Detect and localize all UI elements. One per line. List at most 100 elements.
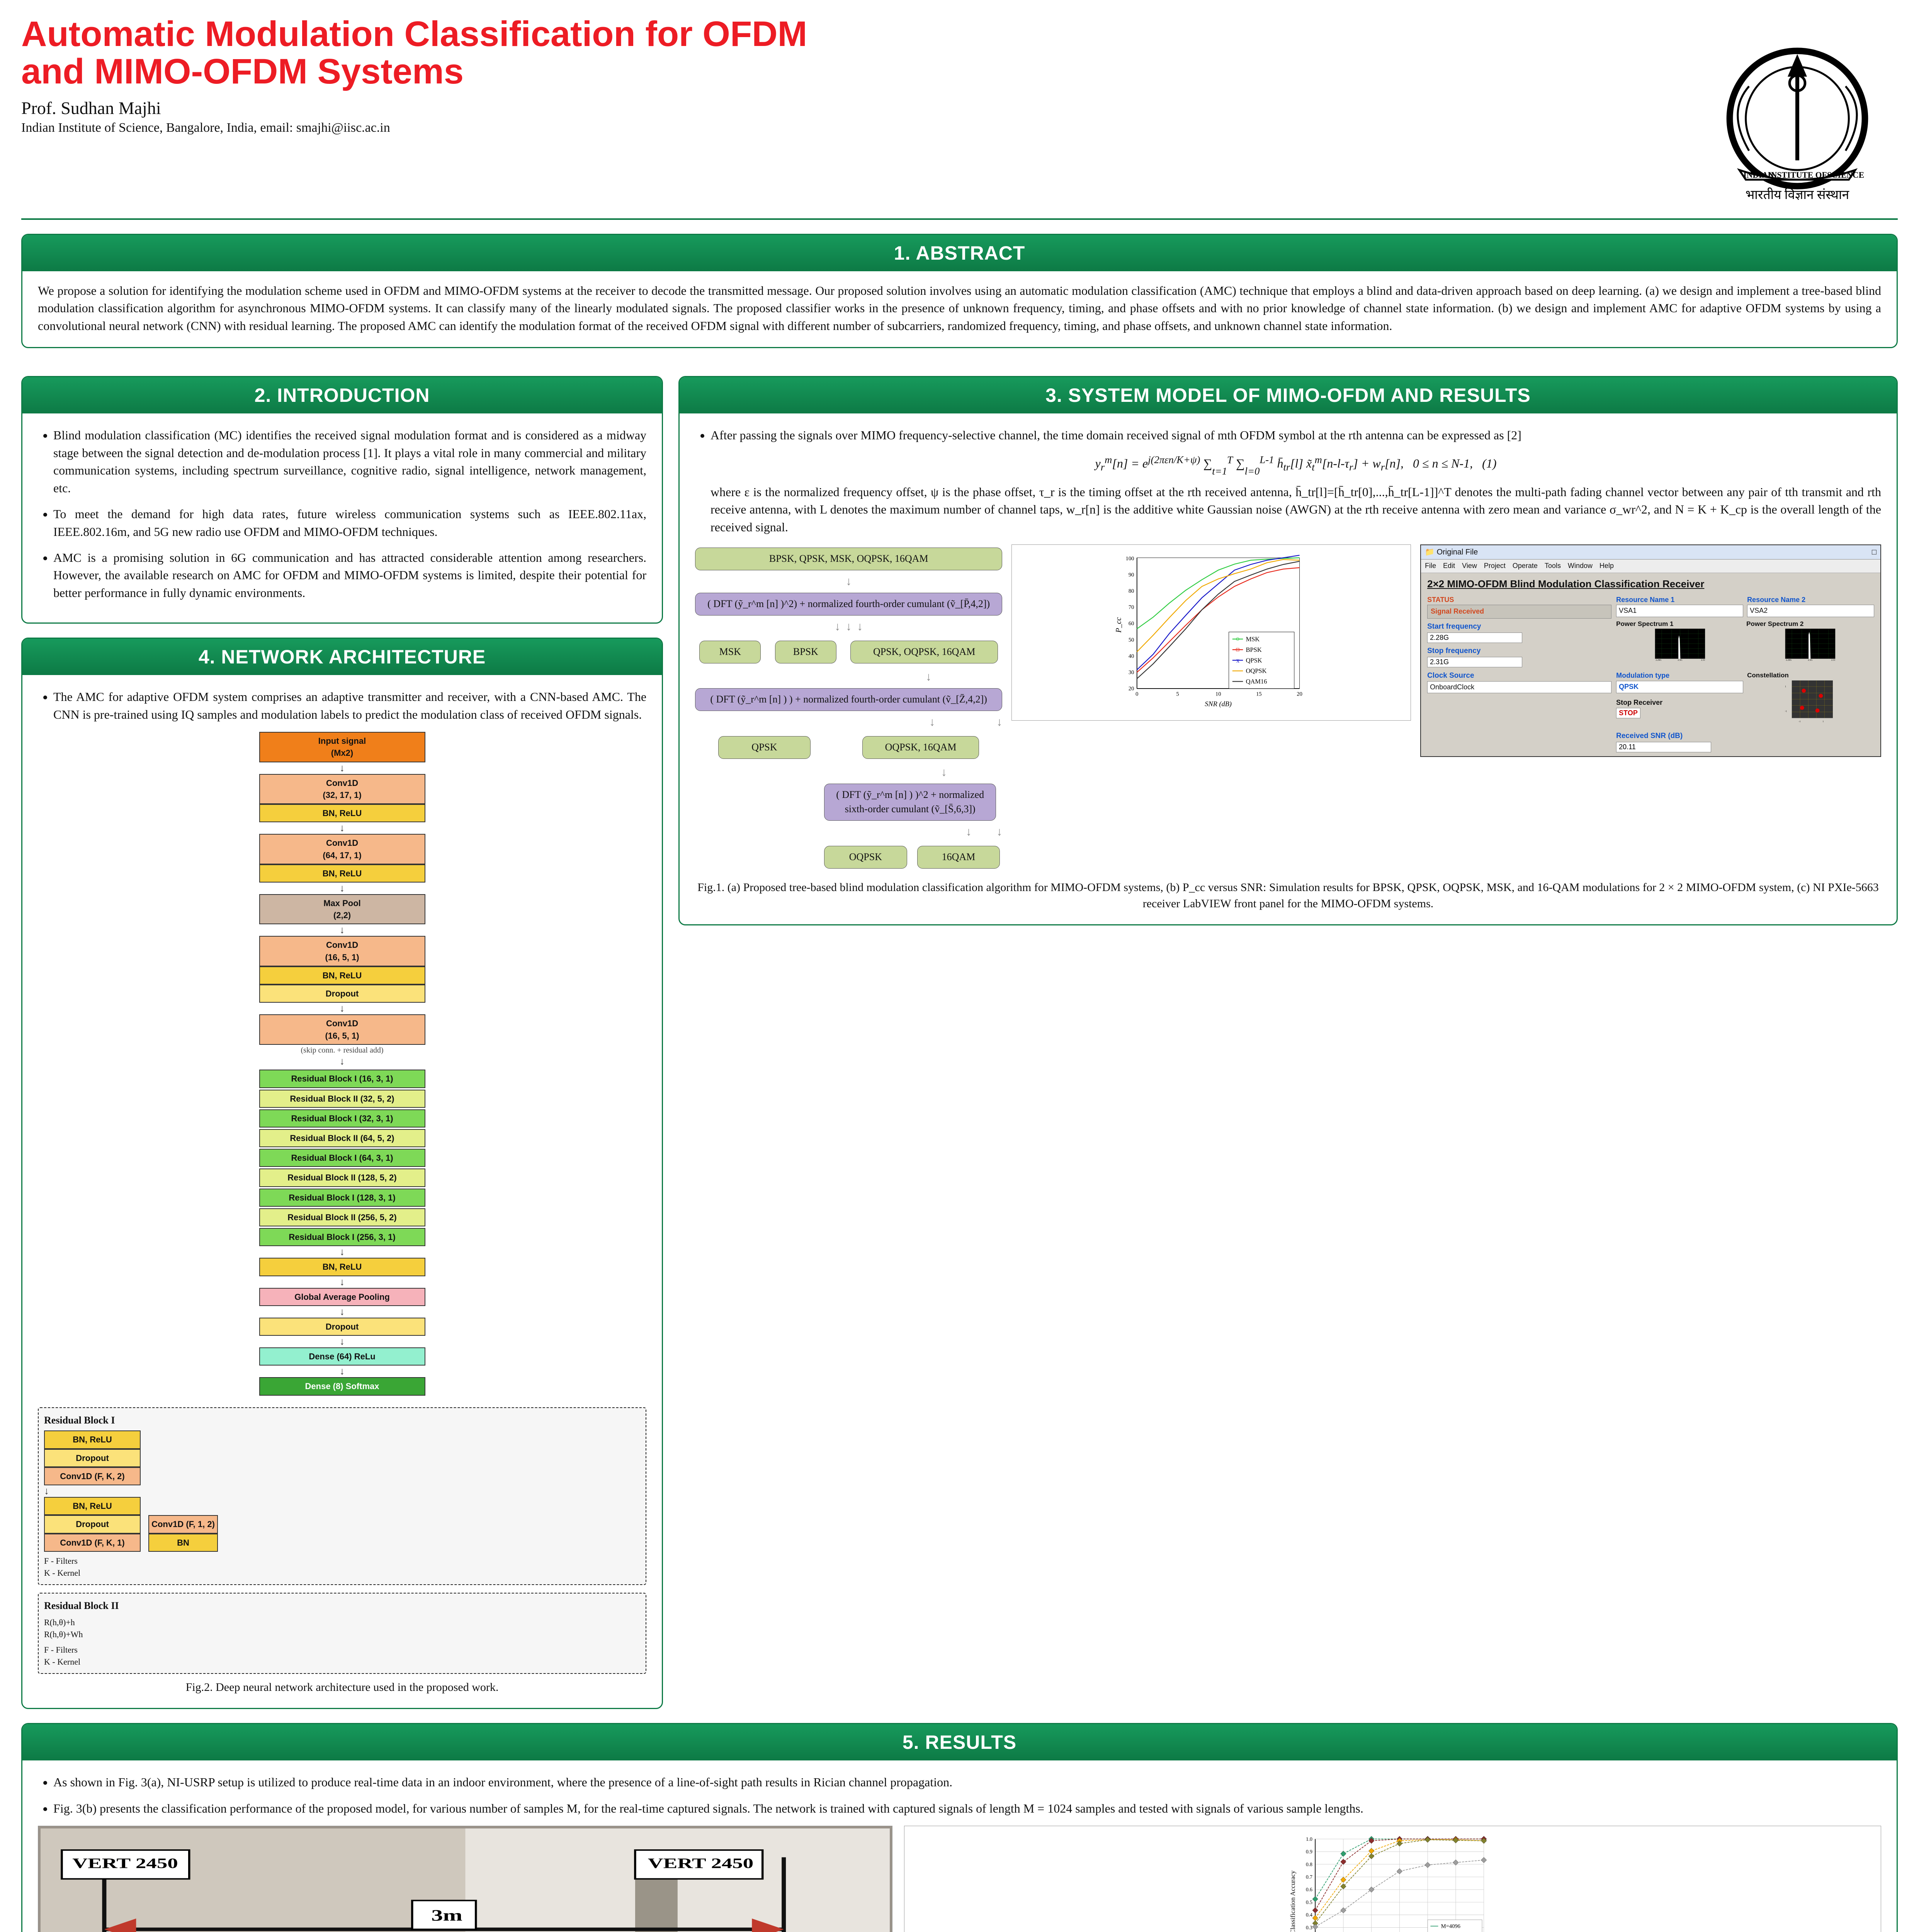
svg-text:P_cc: P_cc	[1115, 617, 1123, 633]
labview-panel-title: 2×2 MIMO-OFDM Blind Modulation Classific…	[1427, 577, 1874, 591]
introduction-bullet-2: AMC is a promising solution in 6G commun…	[53, 549, 646, 602]
svg-text:OQPSK: OQPSK	[1246, 667, 1267, 675]
svg-text:x: x	[1236, 656, 1240, 664]
abstract-section: 1. ABSTRACT We propose a solution for id…	[21, 234, 1898, 348]
introduction-body: Blind modulation classification (MC) ide…	[22, 413, 662, 622]
resource-name-1-dropdown[interactable]: VSA1	[1616, 605, 1743, 617]
svg-text:MSK: MSK	[1246, 635, 1260, 643]
power-spectrum-2-chart: 2.29G 2.3G 2.31	[1746, 629, 1874, 665]
affiliation: Indian Institute of Science, Bangalore, …	[21, 121, 807, 135]
status-badge: Signal Received	[1427, 605, 1611, 619]
nn-residual-sequence: Residual Block I (16, 3, 1) Residual Blo…	[259, 1070, 425, 1246]
svg-text:1: 1	[1822, 720, 1824, 723]
svg-text:2.31: 2.31	[1701, 659, 1705, 662]
residual-block-II-diagram: Residual Block II R(h,θ)+h R(h,θ)+Wh F -…	[38, 1593, 646, 1674]
results-list: As shown in Fig. 3(a), NI-USRP setup is …	[38, 1774, 1881, 1817]
svg-text:60: 60	[1129, 621, 1134, 627]
results-bullet-1: Fig. 3(b) presents the classification pe…	[53, 1800, 1881, 1817]
svg-text:SCIENCE: SCIENCE	[1827, 170, 1864, 180]
svg-text:0.6: 0.6	[1306, 1887, 1312, 1893]
stop-frequency-input[interactable]	[1427, 657, 1522, 667]
svg-text:0.8: 0.8	[1306, 1861, 1312, 1867]
svg-text:0: 0	[1135, 691, 1138, 697]
svg-text:3m: 3m	[431, 1907, 462, 1924]
svg-text:2.3G: 2.3G	[1808, 659, 1813, 662]
fig2-caption: Fig.2. Deep neural network architecture …	[38, 1679, 646, 1696]
svg-text:15: 15	[1256, 691, 1262, 697]
system-model-equation: yrm[n] = ej(2πεn/K+ψ) ∑t=1T ∑l=0L-1 h̄tr…	[710, 453, 1881, 475]
power-spectrum-1-chart: 2.29G 2.3G 2.31	[1616, 629, 1744, 665]
results-section: 5. RESULTS As shown in Fig. 3(a), NI-USR…	[21, 1723, 1898, 1932]
labview-panel-container: 📁 Original File □ File Edit View Project…	[1420, 544, 1881, 874]
svg-text:SNR (dB): SNR (dB)	[1205, 700, 1232, 708]
svg-text:2.31: 2.31	[1831, 659, 1836, 662]
svg-text:70: 70	[1129, 604, 1134, 611]
results-bullet-0: As shown in Fig. 3(a), NI-USRP setup is …	[53, 1774, 1881, 1791]
svg-text:INSTITUTE OF: INSTITUTE OF	[1768, 170, 1827, 180]
system-model-section: 3. SYSTEM MODEL OF MIMO-OFDM AND RESULTS…	[678, 376, 1898, 925]
classification-accuracy-chart: 1.00.90.8 0.70.60.5 0.40.30.2 0.10.0 -10…	[907, 1828, 1878, 1932]
pcc-vs-snr-chart: 20 30 40 50 60 70 80 90 100	[1014, 547, 1408, 713]
system-model-column: 3. SYSTEM MODEL OF MIMO-OFDM AND RESULTS…	[678, 362, 1898, 1709]
poster-root: Automatic Modulation Classification for …	[0, 0, 1919, 1932]
introduction-bullet-1: To meet the demand for high data rates, …	[53, 505, 646, 541]
iisc-logo-icon: INSTITUTE OF INDIAN SCIENCE भारतीय विज्ञ…	[1701, 15, 1894, 209]
svg-text:भारतीय विज्ञान संस्थान: भारतीय विज्ञान संस्थान	[1746, 187, 1849, 202]
received-snr-input[interactable]	[1616, 742, 1711, 752]
pcc-chart-container: 20 30 40 50 60 70 80 90 100	[1011, 544, 1411, 874]
introduction-column: 2. INTRODUCTION Blind modulation classif…	[21, 362, 663, 1709]
fig3-content-row: SPWiCom VERT 2450 VERT 2450 3m	[38, 1826, 1881, 1932]
network-architecture-section: 4. NETWORK ARCHITECTURE The AMC for adap…	[21, 638, 663, 1709]
modulation-type-display: QPSK	[1616, 681, 1743, 693]
title-line2: and MIMO-OFDM Systems	[21, 53, 807, 90]
network-architecture-body: The AMC for adaptive OFDM system compris…	[22, 675, 662, 1708]
svg-text:BPSK: BPSK	[1246, 646, 1262, 653]
svg-text:INDIAN: INDIAN	[1743, 170, 1774, 180]
svg-text:80: 80	[1129, 588, 1134, 594]
svg-text:VERT 2450: VERT 2450	[72, 1855, 178, 1871]
system-model-body: After passing the signals over MIMO freq…	[680, 413, 1897, 924]
svg-text:VERT 2450: VERT 2450	[648, 1855, 753, 1871]
system-model-bullet: After passing the signals over MIMO freq…	[710, 427, 1881, 536]
svg-text:20: 20	[1129, 686, 1134, 692]
svg-text:100: 100	[1126, 556, 1134, 562]
abstract-body: We propose a solution for identifying th…	[22, 271, 1897, 347]
svg-text:-1: -1	[1799, 720, 1801, 723]
network-architecture-title: 4. NETWORK ARCHITECTURE	[22, 639, 662, 675]
svg-text:0.7: 0.7	[1306, 1874, 1312, 1880]
svg-text:2.29G: 2.29G	[1656, 659, 1662, 662]
svg-text:50: 50	[1129, 637, 1134, 643]
title-block: Automatic Modulation Classification for …	[21, 15, 807, 135]
fig1-caption: Fig.1. (a) Proposed tree-based blind mod…	[695, 879, 1881, 912]
clock-source-dropdown[interactable]: OnboardClock	[1427, 681, 1611, 694]
abstract-title: 1. ABSTRACT	[22, 235, 1897, 271]
nn-architecture-diagram: Input signal (Mx2) ↓ Conv1D (32, 17, 1) …	[38, 732, 646, 1395]
svg-text:5: 5	[1176, 691, 1179, 697]
svg-text:Classification Accuracy: Classification Accuracy	[1289, 1870, 1297, 1932]
system-model-title: 3. SYSTEM MODEL OF MIMO-OFDM AND RESULTS	[680, 377, 1897, 413]
resource-name-2-dropdown[interactable]: VSA2	[1747, 605, 1874, 617]
svg-text:40: 40	[1129, 653, 1134, 659]
stop-receiver-button[interactable]: STOP	[1616, 708, 1640, 718]
svg-text:0.4: 0.4	[1306, 1912, 1312, 1918]
start-frequency-input[interactable]	[1427, 633, 1522, 643]
svg-text:2.3G: 2.3G	[1678, 659, 1683, 662]
nn-input-box: Input signal (Mx2)	[259, 732, 425, 762]
svg-text:QPSK: QPSK	[1246, 656, 1262, 664]
svg-text:1.0: 1.0	[1306, 1836, 1312, 1842]
svg-text:1: 1	[1785, 685, 1786, 688]
svg-text:0.3: 0.3	[1306, 1925, 1312, 1930]
introduction-section: 2. INTRODUCTION Blind modulation classif…	[21, 376, 663, 624]
results-title: 5. RESULTS	[22, 1724, 1897, 1760]
svg-text:90: 90	[1129, 572, 1134, 578]
poster-header: Automatic Modulation Classification for …	[21, 15, 1898, 220]
title-line1: Automatic Modulation Classification for …	[21, 15, 807, 53]
author-name: Prof. Sudhan Majhi	[21, 98, 807, 118]
svg-text:30: 30	[1129, 669, 1134, 675]
constellation-chart: 1 -1 -1 1	[1747, 680, 1874, 725]
svg-text:0.5: 0.5	[1306, 1900, 1312, 1905]
accuracy-chart-container: 1.00.90.8 0.70.60.5 0.40.30.2 0.10.0 -10…	[904, 1826, 1881, 1932]
labview-menu[interactable]: File Edit View Project Operate Tools Win…	[1421, 560, 1880, 573]
network-architecture-list: The AMC for adaptive OFDM system compris…	[38, 688, 646, 723]
svg-text:-1: -1	[1785, 710, 1787, 713]
